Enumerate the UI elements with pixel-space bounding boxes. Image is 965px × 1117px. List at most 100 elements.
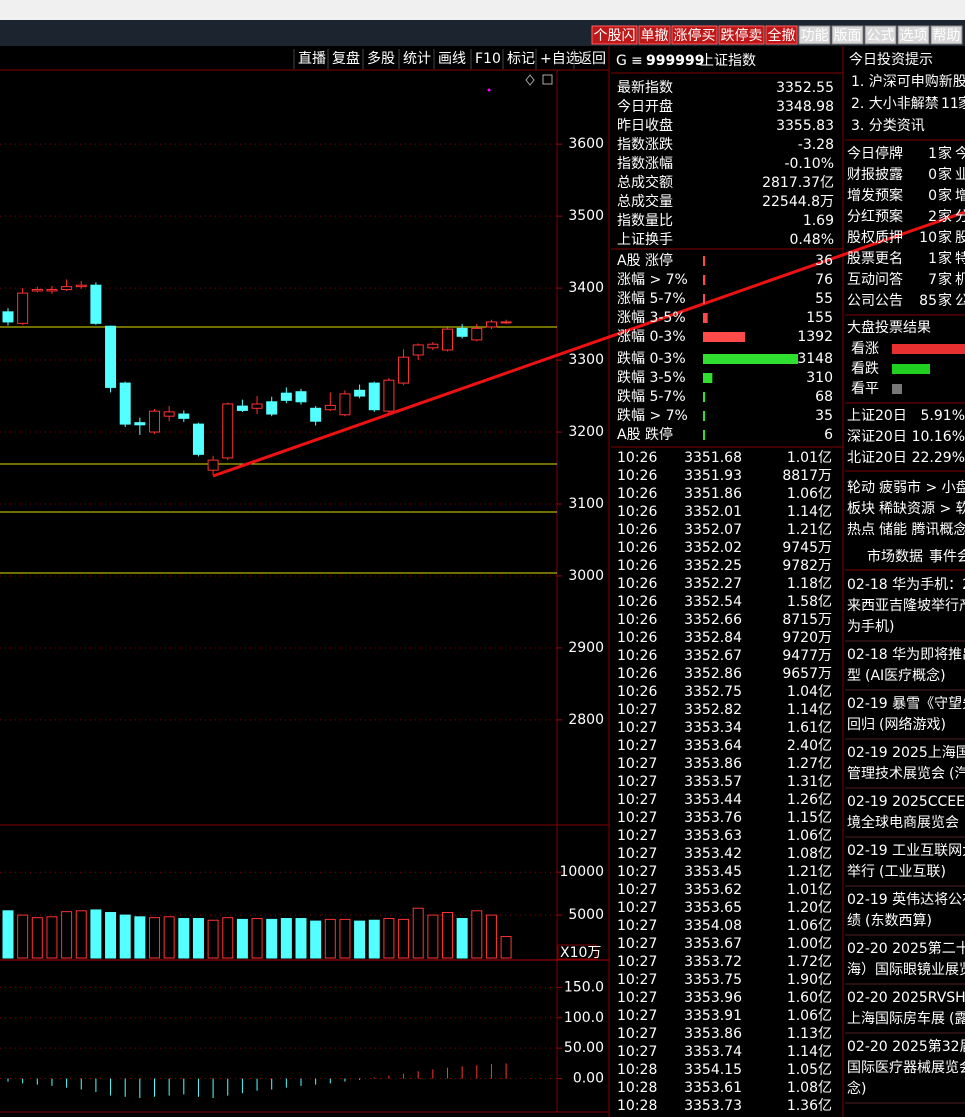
news-text[interactable]: 管理技术展览会: [847, 766, 945, 782]
news-tag[interactable]: (汽: [949, 766, 965, 782]
stat-more[interactable]: 今: [955, 146, 965, 162]
news-text[interactable]: 02-19 暴雪《守望先: [847, 696, 965, 712]
news-text[interactable]: 绩: [847, 913, 861, 929]
tick-volume: 1.08亿: [787, 1080, 832, 1096]
tick-time: 10:27: [617, 828, 657, 844]
stat-more[interactable]: 特: [955, 251, 965, 267]
candle-body: [456, 327, 468, 337]
toolbar-button[interactable]: 返回: [578, 51, 606, 67]
vote-bar: [892, 364, 930, 374]
news-text[interactable]: 来西亚吉隆坡举行产: [847, 598, 965, 614]
volume-bar: [75, 910, 87, 959]
stat-more[interactable]: 股: [955, 230, 965, 246]
stat-more[interactable]: 机: [955, 272, 965, 288]
menu-button[interactable]: [671, 25, 718, 45]
volume-bar: [442, 912, 453, 959]
tips-item: 3. 分类资讯: [851, 118, 925, 134]
news-text[interactable]: 型: [847, 668, 861, 684]
news-tag[interactable]: (网络游戏): [879, 717, 946, 733]
menu-button[interactable]: [638, 25, 671, 45]
toolbar-button[interactable]: 标记: [507, 51, 535, 67]
stat-more[interactable]: 业: [955, 167, 965, 183]
toolbar-button[interactable]: +自选: [540, 51, 580, 67]
menu-button[interactable]: [897, 25, 930, 45]
menu-button-label[interactable]: 跌停卖: [721, 27, 763, 44]
menu-button[interactable]: [591, 25, 638, 45]
volume-bar: [295, 918, 307, 959]
tick-volume: 1.06亿: [787, 828, 832, 844]
menu-button-label[interactable]: 涨停买: [674, 27, 716, 44]
toolbar-button[interactable]: 画线: [438, 51, 466, 67]
news-text[interactable]: 02-19 英伟达将公布: [847, 891, 965, 908]
news-tag[interactable]: 念): [847, 1080, 866, 1097]
tick-price: 3353.74: [684, 1044, 742, 1060]
tick-time: 10:27: [617, 936, 657, 952]
toolbar-button[interactable]: F10: [475, 51, 501, 67]
news-text[interactable]: 02-20 2025第32届: [847, 1038, 965, 1055]
menu-button[interactable]: [765, 25, 798, 45]
vote-option[interactable]: 看平: [851, 381, 879, 397]
breadth-label: 跌幅 5-7%: [617, 389, 686, 405]
rotation-text[interactable]: 储能 腾讯概念: [879, 521, 965, 538]
tick-volume: 1.20亿: [787, 900, 832, 916]
menu-button[interactable]: [864, 25, 897, 45]
menu-button-label[interactable]: 个股闪: [594, 28, 636, 44]
menu-button[interactable]: [930, 25, 963, 45]
menu-button-label[interactable]: 选项: [900, 28, 928, 44]
news-tag[interactable]: (工业互联): [879, 864, 946, 880]
vote-option[interactable]: 看跌: [851, 361, 879, 377]
stat-more[interactable]: 分: [955, 209, 965, 225]
news-text[interactable]: 02-19 2025CCEE: [847, 794, 965, 810]
news-text[interactable]: 海）国际眼镜业展览: [847, 962, 965, 978]
news-text[interactable]: 02-20 2025RVSHO: [847, 990, 965, 1006]
menu-button[interactable]: [798, 25, 831, 45]
toolbar-button[interactable]: 统计: [403, 51, 431, 67]
toolbar-button[interactable]: 多股: [367, 50, 395, 67]
candle-body: [149, 410, 160, 433]
stat-unit: 家: [938, 229, 952, 246]
news-text[interactable]: 02-19 2025上海国际: [847, 745, 965, 761]
y-tick-label: 3400: [568, 280, 604, 296]
tick-price: 3352.07: [684, 522, 742, 538]
market-tab[interactable]: 市场数据: [867, 548, 923, 565]
rotation-text[interactable]: 稀缺资源 > 软: [879, 501, 965, 517]
vote-option[interactable]: 看涨: [851, 341, 879, 357]
menu-button-label[interactable]: 版面: [834, 28, 862, 44]
news-tag[interactable]: 为手机): [847, 619, 894, 635]
tick-volume: 1.27亿: [787, 756, 832, 772]
menu-button-label[interactable]: 帮助: [933, 28, 961, 44]
news-text[interactable]: 上海国际房车展: [847, 1010, 945, 1027]
candle-body: [2, 311, 14, 323]
menu-button-label[interactable]: 全撤: [768, 27, 796, 44]
menu-button[interactable]: [831, 25, 864, 45]
toolbar-button[interactable]: 直播: [298, 50, 326, 67]
news-text[interactable]: 02-20 2025第二十三: [847, 940, 965, 957]
stat-more[interactable]: 增: [955, 188, 965, 204]
menu-button-label[interactable]: 单撤: [641, 28, 669, 44]
news-tag[interactable]: (东数西算): [865, 913, 932, 929]
menu-button-label[interactable]: 功能: [801, 28, 829, 44]
rotation-text[interactable]: 疲弱市 > 小盘: [879, 479, 965, 496]
market-tab2[interactable]: 事件会: [929, 549, 965, 565]
news-tag[interactable]: (露: [949, 1011, 965, 1027]
news-text[interactable]: 国际医疗器械展览会: [847, 1060, 965, 1076]
candle-body: [90, 284, 102, 324]
tick-price: 3353.86: [684, 1026, 742, 1042]
news-text[interactable]: 02-18 华为手机：2: [847, 577, 965, 593]
stat-more[interactable]: 公: [955, 293, 965, 309]
menu-button[interactable]: [718, 25, 765, 45]
y-tick-label: 3500: [568, 208, 604, 224]
volume-bar: [500, 936, 512, 959]
news-text[interactable]: 02-19 工业互联网大: [847, 843, 965, 859]
news-text[interactable]: 02-18 华为即将推出: [847, 647, 965, 663]
toolbar-button[interactable]: 复盘: [332, 50, 360, 67]
breadth-label: 跌幅 > 7%: [617, 408, 688, 424]
menu-button-label[interactable]: 公式: [867, 28, 895, 44]
y-tick-label: 3100: [568, 496, 604, 512]
news-text[interactable]: 举行: [847, 864, 875, 880]
news-text[interactable]: 境全球电商展览会: [847, 814, 959, 831]
news-text[interactable]: 回归: [847, 716, 875, 733]
news-tag[interactable]: (AI医疗概念): [865, 667, 946, 684]
tick-price: 3352.54: [684, 594, 742, 610]
